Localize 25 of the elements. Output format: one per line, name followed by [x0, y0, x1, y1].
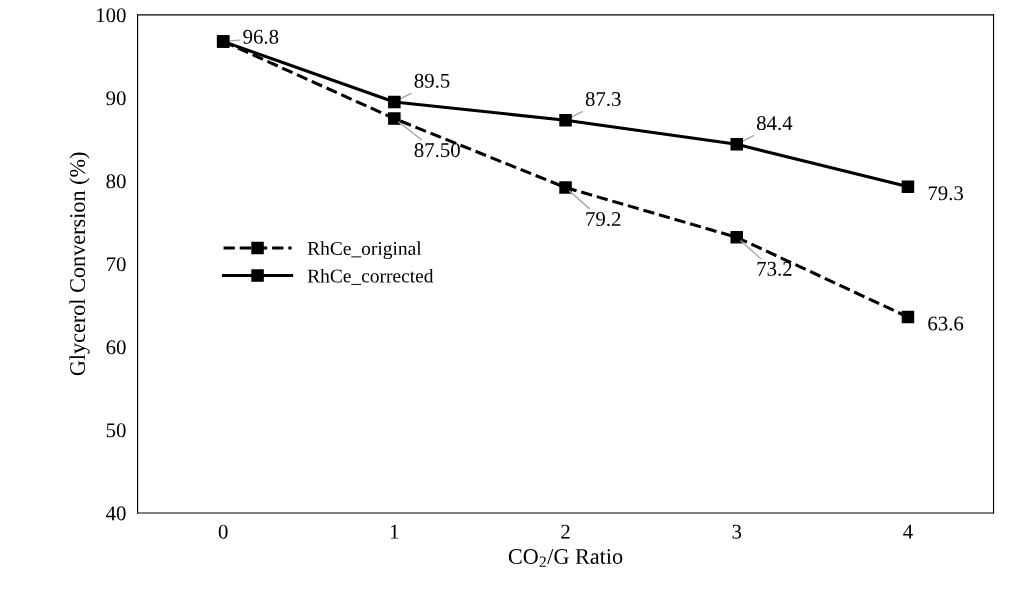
y-tick-label: 40: [106, 506, 126, 521]
data-label: 79.2: [586, 212, 621, 227]
y-tick-label: 100: [97, 8, 126, 23]
y-tick-label: 60: [106, 340, 126, 355]
x-tick-label: 4: [903, 524, 913, 539]
x-tick-label: 3: [732, 524, 742, 539]
data-label: 79.3: [928, 186, 964, 201]
x-tick-label: 1: [390, 524, 399, 539]
data-label: 96.8: [243, 29, 279, 44]
y-axis-title: Glycerol Conversion (%): [69, 152, 90, 376]
data-label: 89.5: [414, 73, 450, 88]
y-tick-label: 70: [106, 257, 126, 272]
x-tick-label: 0: [218, 524, 228, 539]
data-label: 63.6: [928, 316, 964, 331]
data-label: 87.3: [585, 91, 621, 107]
x-axis-title: CO$_{2}$/G Ratio: [508, 549, 623, 567]
y-tick-label: 90: [106, 91, 126, 106]
data-label: 73.2: [757, 261, 792, 276]
data-label: 84.4: [756, 116, 793, 131]
x-tick-label: 2: [561, 524, 570, 539]
legend-label: RhCe_corrected: [307, 268, 434, 285]
data-label: 87.50: [414, 143, 460, 158]
legend-label: RhCe_original: [307, 241, 422, 260]
y-tick-label: 50: [106, 423, 126, 438]
y-tick-label: 80: [106, 174, 126, 189]
